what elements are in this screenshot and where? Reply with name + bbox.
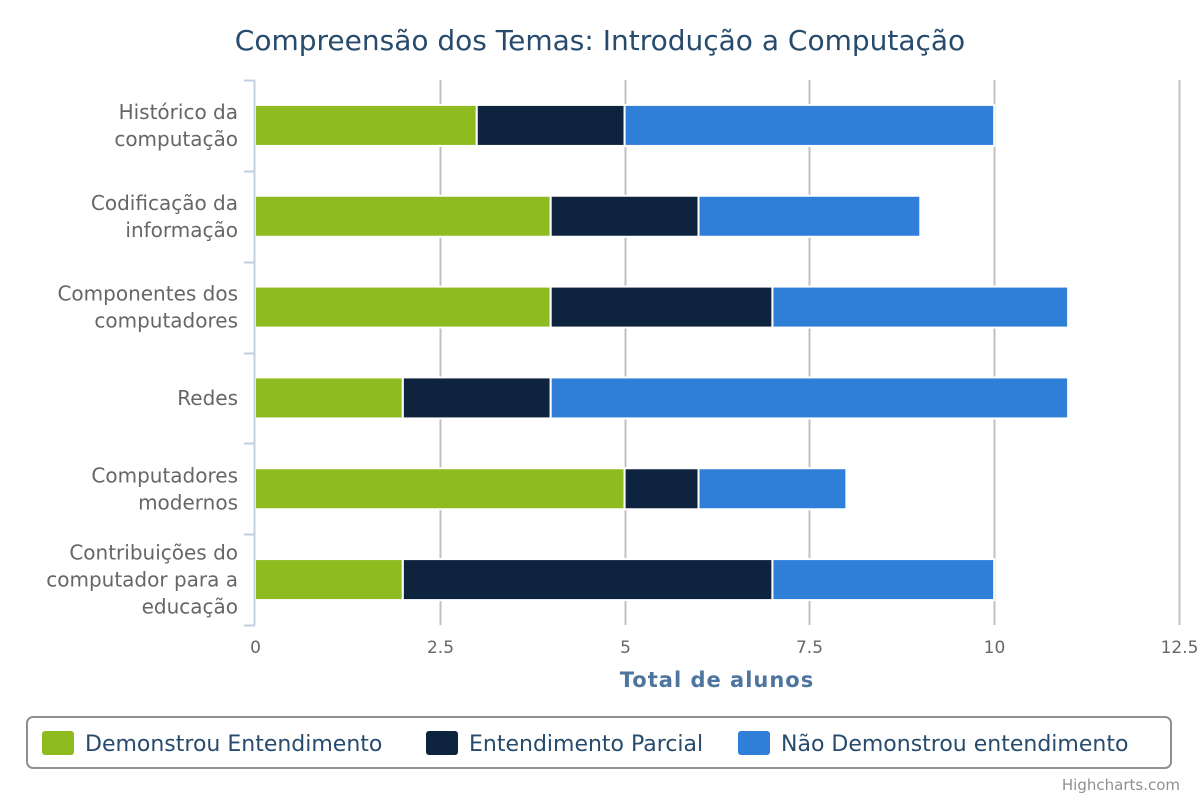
- bar-segment[interactable]: [697, 194, 922, 238]
- chart-title: Compreensão dos Temas: Introdução a Comp…: [235, 24, 965, 57]
- x-axis-title: Total de alunos: [620, 668, 814, 692]
- bar-segment[interactable]: [254, 103, 478, 147]
- bar-segment[interactable]: [549, 194, 700, 238]
- bar-segment[interactable]: [401, 558, 774, 602]
- category-label: Computadores modernos: [91, 463, 238, 514]
- category-label: Codificação da informação: [91, 191, 238, 242]
- x-tick-label: 7.5: [796, 638, 823, 658]
- legend-item-label[interactable]: Demonstrou Entendimento: [85, 732, 382, 757]
- bar-segment[interactable]: [549, 376, 1070, 420]
- bar-segment[interactable]: [623, 467, 700, 511]
- legend-swatch[interactable]: [738, 731, 770, 755]
- bars: [254, 103, 1070, 602]
- gridlines: [439, 80, 1181, 625]
- bar-segment[interactable]: [254, 558, 404, 602]
- x-tick-label: 0: [250, 638, 261, 658]
- category-label: Contribuições do computador para a educaçã…: [46, 541, 238, 619]
- legend-swatch[interactable]: [42, 731, 74, 755]
- category-label: Histórico da computação: [114, 100, 238, 151]
- legend-box: [26, 716, 1172, 769]
- bar-segment[interactable]: [771, 285, 1070, 329]
- bar-segment[interactable]: [697, 467, 848, 511]
- legend-swatch[interactable]: [426, 731, 458, 755]
- axes: 0 2.5 5 7.5 10 12.5 Histórico da computação Codi…: [46, 79, 1199, 658]
- bar-segment[interactable]: [401, 376, 552, 420]
- bar-segment[interactable]: [475, 103, 626, 147]
- legend: Demonstrou Entendimento Entendimento Parc…: [42, 731, 1128, 757]
- bar-segment[interactable]: [771, 558, 996, 602]
- x-tick-label: 2.5: [427, 638, 454, 658]
- bar-segment[interactable]: [623, 103, 996, 147]
- bar-segment[interactable]: [254, 285, 552, 329]
- bar-segment[interactable]: [254, 376, 404, 420]
- legend-item-label[interactable]: Não Demonstrou entendimento: [781, 732, 1128, 757]
- category-label: Componentes dos computadores: [57, 282, 238, 333]
- x-tick-label: 12.5: [1161, 638, 1199, 658]
- x-tick-label: 5: [620, 638, 631, 658]
- x-tick-label: 10: [984, 638, 1006, 658]
- bar-segment[interactable]: [254, 467, 626, 511]
- category-label: Redes: [177, 386, 238, 410]
- legend-item-label[interactable]: Entendimento Parcial: [469, 732, 703, 757]
- credits-link[interactable]: Highcharts.com: [1062, 776, 1180, 794]
- bar-segment[interactable]: [254, 194, 552, 238]
- bar-segment[interactable]: [549, 285, 774, 329]
